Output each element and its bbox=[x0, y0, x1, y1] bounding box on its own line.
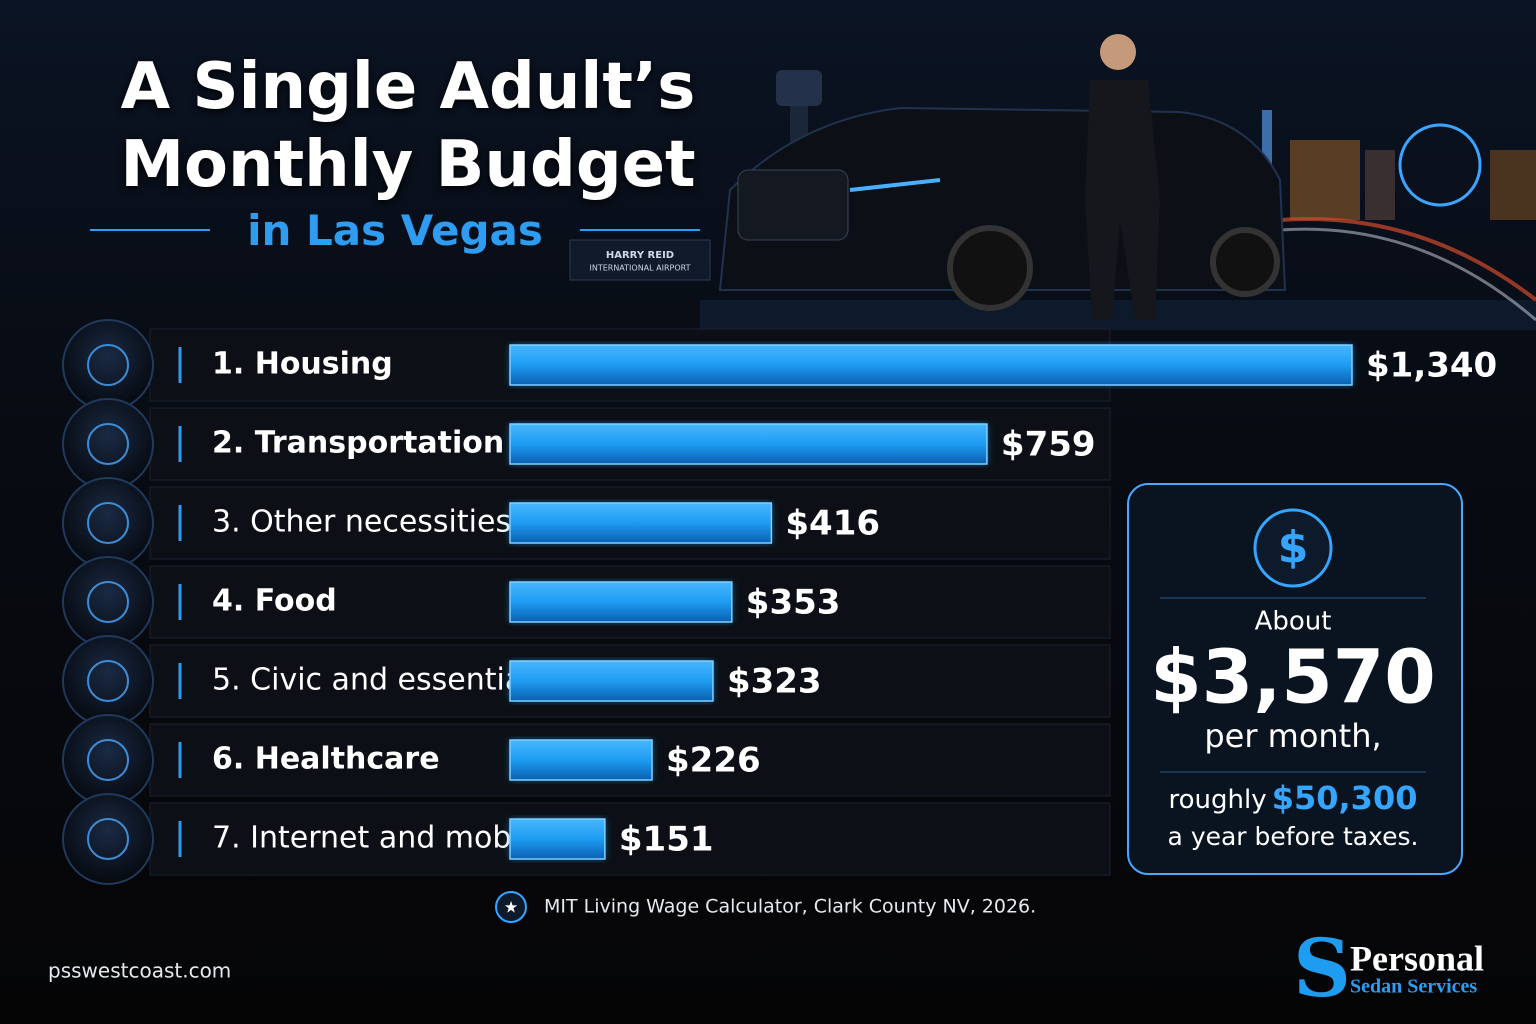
subtitle: in Las Vegas bbox=[247, 206, 543, 255]
bar bbox=[509, 581, 733, 623]
summary-annual-value: $50,300 bbox=[1272, 779, 1418, 817]
row-icon-inner bbox=[87, 502, 129, 544]
summary-annual: roughly $50,300 bbox=[1169, 779, 1418, 817]
value-label: $323 bbox=[727, 662, 822, 702]
value-label: $353 bbox=[746, 583, 841, 623]
brand-name: Personal bbox=[1350, 938, 1484, 978]
row-icon bbox=[62, 714, 154, 806]
row-icon bbox=[62, 477, 154, 569]
bar bbox=[509, 344, 1353, 386]
row-icon bbox=[62, 556, 154, 648]
value-label: $416 bbox=[785, 504, 880, 544]
value-label: $151 bbox=[619, 820, 714, 860]
row-icon-inner bbox=[87, 660, 129, 702]
value-label: $759 bbox=[1001, 425, 1096, 465]
row-icon bbox=[62, 793, 154, 885]
bar bbox=[509, 502, 773, 544]
sign-text: INTERNATIONAL AIRPORT bbox=[589, 264, 690, 273]
category-label: 5. Civic and essentials bbox=[212, 663, 547, 698]
row-icon bbox=[62, 635, 154, 727]
value-label: $226 bbox=[666, 741, 761, 781]
category-label: 4. Food bbox=[212, 584, 337, 619]
source: MIT Living Wage Calculator, Clark County… bbox=[544, 896, 1036, 918]
row-icon-inner bbox=[87, 739, 129, 781]
source-icon-star: ★ bbox=[504, 898, 518, 917]
scene: HARRY REID INTERNATIONAL AIRPORT bbox=[569, 34, 1536, 330]
row-panel bbox=[149, 802, 1111, 876]
row-icon bbox=[62, 398, 154, 490]
logo-mark: S bbox=[1293, 921, 1351, 1015]
category-label: 2. Transportation bbox=[212, 426, 504, 461]
bar bbox=[509, 660, 714, 702]
value-label: $1,340 bbox=[1366, 346, 1497, 386]
summary-box: $ About $3,570 per month, roughly $50,30… bbox=[1127, 483, 1463, 875]
row-panel bbox=[149, 486, 1111, 560]
bar bbox=[509, 423, 988, 465]
rows: 1. Housing $1,340 2. Transportation $759 3. … bbox=[62, 319, 1497, 885]
row-icon-inner bbox=[87, 581, 129, 623]
brand-tagline: Sedan Services bbox=[1350, 976, 1477, 998]
bar bbox=[509, 739, 653, 781]
summary-suffix: a year before taxes. bbox=[1168, 822, 1419, 851]
category-label: 6. Healthcare bbox=[212, 742, 440, 777]
category-label: 3. Other necessities bbox=[212, 505, 511, 540]
row-icon-inner bbox=[87, 344, 129, 386]
title: A Single Adult’s Monthly Budget bbox=[120, 50, 696, 202]
summary-prefix: roughly bbox=[1169, 785, 1267, 815]
category-label: 7. Internet and mobile bbox=[212, 821, 547, 856]
website: psswestcoast.com bbox=[48, 959, 231, 983]
sign-text: HARRY REID bbox=[606, 250, 674, 261]
source-icon bbox=[495, 891, 527, 923]
svg-text:$: $ bbox=[1278, 522, 1309, 573]
row-icon-inner bbox=[87, 818, 129, 860]
row-icon-inner bbox=[87, 423, 129, 465]
summary-intro: About bbox=[1255, 607, 1332, 637]
summary-period: per month, bbox=[1204, 717, 1381, 755]
summary-total: $3,570 bbox=[1150, 635, 1436, 721]
row-icon bbox=[62, 319, 154, 411]
bar bbox=[509, 818, 606, 860]
category-label: 1. Housing bbox=[212, 347, 393, 382]
